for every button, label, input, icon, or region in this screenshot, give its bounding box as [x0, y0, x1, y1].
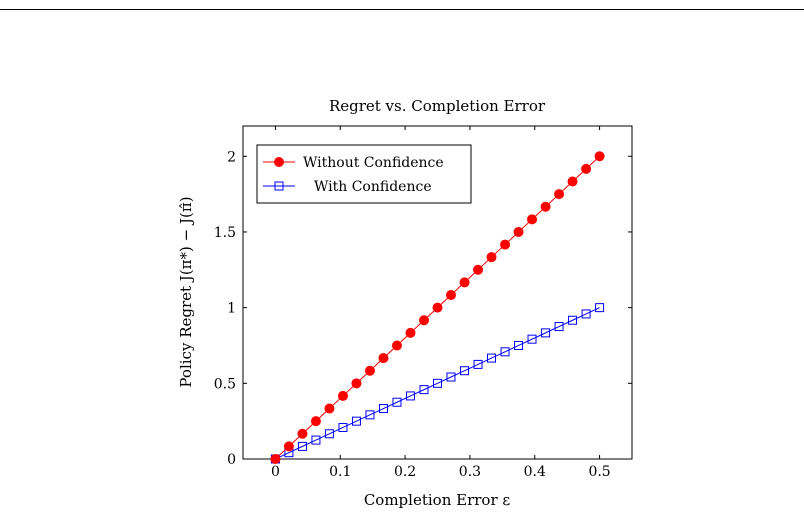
- point-without-confidence: [567, 176, 578, 187]
- top-rule: [0, 9, 804, 10]
- point-without-confidence: [310, 416, 321, 427]
- y-tick-label: 0.5: [214, 376, 236, 392]
- point-with-confidence: [324, 429, 334, 439]
- point-without-confidence: [486, 252, 497, 263]
- point-with-confidence: [338, 422, 348, 432]
- point-with-confidence: [595, 303, 605, 313]
- point-without-confidence: [337, 390, 348, 401]
- point-with-confidence: [433, 378, 442, 388]
- point-with-confidence: [473, 359, 483, 369]
- point-without-confidence: [581, 163, 592, 174]
- y-tick-label: 2: [227, 149, 236, 165]
- point-with-confidence: [446, 372, 456, 382]
- point-with-confidence: [554, 322, 564, 332]
- point-with-confidence: [581, 309, 591, 319]
- point-with-confidence: [500, 347, 510, 357]
- point-without-confidence: [540, 201, 551, 212]
- legend-marker-with-confidence: [274, 181, 284, 191]
- x-tick-label: 0: [271, 464, 280, 480]
- point-with-confidence: [487, 353, 497, 363]
- point-without-confidence: [513, 226, 524, 237]
- point-without-confidence: [459, 277, 470, 288]
- legend: Without Confidence With Confidence: [256, 144, 472, 204]
- point-without-confidence: [364, 365, 375, 376]
- point-with-confidence: [392, 397, 402, 407]
- point-with-confidence: [527, 334, 537, 344]
- chart-title: Regret vs. Completion Error: [329, 97, 546, 115]
- y-axis-label: Policy Regret J(π*) − J(π̂): [177, 196, 195, 387]
- x-axis-label: Completion Error ε: [364, 491, 511, 509]
- x-tick-label: 0.1: [329, 464, 351, 480]
- point-without-confidence: [473, 264, 484, 275]
- point-with-confidence: [541, 328, 551, 338]
- point-with-confidence: [378, 404, 388, 414]
- legend-box: [256, 144, 472, 204]
- point-without-confidence: [351, 378, 362, 389]
- legend-label-without-confidence: Without Confidence: [303, 155, 444, 171]
- plot-frame: [242, 125, 633, 460]
- point-with-confidence: [514, 340, 524, 350]
- point-without-confidence: [297, 428, 308, 439]
- point-without-confidence: [419, 315, 430, 326]
- point-without-confidence: [500, 239, 511, 250]
- point-without-confidence: [554, 189, 565, 200]
- series-layer: [270, 151, 605, 464]
- point-without-confidence: [405, 327, 416, 338]
- point-with-confidence: [568, 315, 578, 325]
- point-with-confidence: [297, 441, 307, 451]
- point-without-confidence: [391, 340, 402, 351]
- point-with-confidence: [460, 366, 470, 376]
- point-without-confidence: [324, 403, 335, 414]
- point-with-confidence: [405, 391, 415, 401]
- point-without-confidence: [445, 290, 456, 301]
- point-without-confidence: [594, 151, 605, 162]
- point-with-confidence: [351, 416, 361, 426]
- series-line-with-confidence: [275, 307, 600, 460]
- legend-label-with-confidence: With Confidence: [314, 179, 432, 195]
- legend-marker-without-confidence: [274, 157, 284, 167]
- point-with-confidence: [419, 385, 429, 395]
- x-tick-label: 0.4: [524, 464, 546, 480]
- y-tick-label: 1.5: [214, 225, 236, 241]
- x-tick-label: 0.3: [459, 464, 481, 480]
- x-tick-label: 0.2: [394, 464, 416, 480]
- point-without-confidence: [432, 302, 443, 313]
- y-tick-label: 0: [227, 452, 236, 468]
- point-with-confidence: [311, 435, 321, 445]
- point-with-confidence: [365, 410, 375, 420]
- y-tick-label: 1: [227, 301, 236, 317]
- point-without-confidence: [378, 353, 389, 364]
- point-without-confidence: [283, 441, 294, 452]
- point-without-confidence: [270, 454, 281, 464]
- axis-ticks: 0 0.1 0.2 0.3 0.4 0.5 0 0.5 1 1.5 2: [214, 126, 632, 480]
- point-without-confidence: [527, 214, 538, 225]
- x-tick-label: 0.5: [588, 464, 610, 480]
